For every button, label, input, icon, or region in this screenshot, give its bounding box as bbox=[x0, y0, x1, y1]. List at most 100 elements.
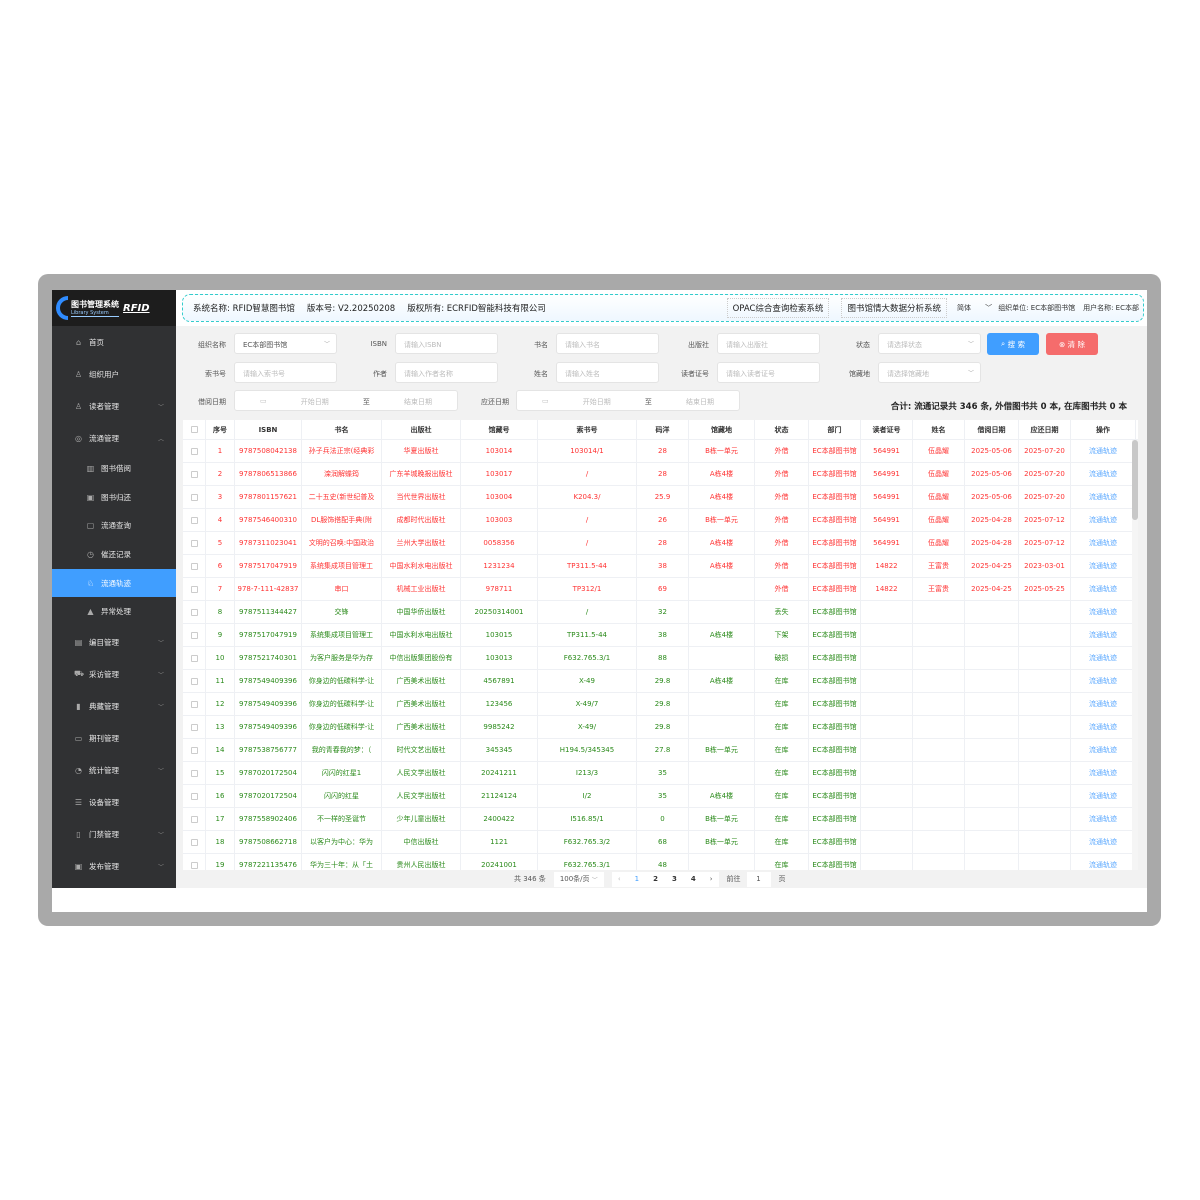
table-row[interactable]: 16 9787020172504 闪闪的红星 人民文学出版社 21124124 I/2 35… bbox=[183, 785, 1138, 808]
row-checkbox[interactable] bbox=[183, 670, 206, 692]
row-checkbox[interactable] bbox=[183, 578, 206, 600]
page-3[interactable]: 3 bbox=[671, 875, 677, 883]
table-row[interactable]: 2 9787806513866 滦润解蝶筠 广东羊城晚报出版社 103017/28 A栋4… bbox=[183, 463, 1138, 486]
table-row[interactable]: 1 9787508042138 孙子兵法正宗(经典彩 华夏出版社 103014 10301… bbox=[183, 440, 1138, 463]
circulation-track-link[interactable]: 流通轨迹 bbox=[1071, 647, 1136, 669]
scrollbar[interactable] bbox=[1132, 440, 1138, 870]
page-2[interactable]: 2 bbox=[653, 875, 658, 883]
row-checkbox[interactable] bbox=[183, 555, 206, 577]
page-size-select[interactable]: 100条/页 ﹀ bbox=[553, 871, 604, 887]
table-row[interactable]: 8 9787511344427 交锋 中国华侨出版社 20250314001/32 丢失 E… bbox=[183, 601, 1138, 624]
circulation-track-link[interactable]: 流通轨迹 bbox=[1071, 716, 1136, 738]
column-header[interactable]: 索书号 bbox=[538, 420, 637, 439]
table-row[interactable]: 12 9787549409396 你身边的低碳科学-让 广西美术出版社 123456 X-… bbox=[183, 693, 1138, 716]
table-row[interactable]: 17 9787558902406 不一样的圣诞节 少年儿童出版社 2400422 I516… bbox=[183, 808, 1138, 831]
analytics-link[interactable]: 图书馆情大数据分析系统 bbox=[841, 298, 947, 318]
next-page-icon[interactable]: › bbox=[709, 875, 713, 883]
row-checkbox[interactable] bbox=[183, 463, 206, 485]
table-row[interactable]: 5 9787311023041 文明的召唤:中国政治 兰州大学出版社 0058356/2… bbox=[183, 532, 1138, 555]
status-select[interactable]: 请选择状态 ﹀ bbox=[878, 333, 981, 354]
column-header[interactable]: 出版社 bbox=[382, 420, 461, 439]
clear-button[interactable]: ⊗ 清 除 bbox=[1046, 333, 1098, 355]
row-checkbox[interactable] bbox=[183, 739, 206, 761]
column-header[interactable]: 馆藏号 bbox=[461, 420, 538, 439]
row-checkbox[interactable] bbox=[183, 762, 206, 784]
table-row[interactable]: 9 9787517047919 系统集成项目管理工 中国水利水电出版社 103015 TP… bbox=[183, 624, 1138, 647]
table-row[interactable]: 6 9787517047919 系统集成项目管理工 中国水利水电出版社 1231234 T… bbox=[183, 555, 1138, 578]
row-checkbox[interactable] bbox=[183, 440, 206, 462]
column-header[interactable]: 姓名 bbox=[913, 420, 965, 439]
table-row[interactable]: 7 978-7-111-42837 串口 机械工业出版社 978711 TP312/1 69… bbox=[183, 578, 1138, 601]
table-row[interactable]: 4 9787546400310 DL服饰搭配手典(附 成都时代出版社 103003/26… bbox=[183, 509, 1138, 532]
page-4[interactable]: 4 bbox=[690, 875, 696, 883]
callno-input[interactable]: 请输入索书号 bbox=[234, 362, 337, 383]
sidebar-item-8[interactable]: ♘ 流通轨迹 bbox=[52, 568, 176, 598]
sidebar-item-3[interactable]: ◎ 流通管理 ︿ bbox=[52, 422, 176, 454]
goto-page-input[interactable]: 1 bbox=[746, 871, 771, 887]
table-row[interactable]: 18 9787508662718 以客户为中心：华为 中信出版社 1121 F632.76… bbox=[183, 831, 1138, 854]
table-row[interactable]: 13 9787549409396 你身边的低碳科学-让 广西美术出版社 9985242 X… bbox=[183, 716, 1138, 739]
circulation-track-link[interactable]: 流通轨迹 bbox=[1071, 785, 1136, 807]
table-row[interactable]: 15 9787020172504 闪闪的红星1 人民文学出版社 20241211 I213… bbox=[183, 762, 1138, 785]
circulation-track-link[interactable]: 流通轨迹 bbox=[1071, 440, 1136, 462]
row-checkbox[interactable] bbox=[183, 601, 206, 623]
row-checkbox[interactable] bbox=[183, 831, 206, 853]
column-header[interactable]: 馆藏地 bbox=[689, 420, 755, 439]
column-header[interactable]: 码洋 bbox=[637, 420, 689, 439]
column-header[interactable]: 借阅日期 bbox=[965, 420, 1019, 439]
sidebar-item-17[interactable]: ▣ 发布管理 ﹀ bbox=[52, 850, 176, 882]
circulation-track-link[interactable]: 流通轨迹 bbox=[1071, 670, 1136, 692]
prev-page-icon[interactable]: ‹ bbox=[617, 875, 621, 883]
table-row[interactable]: 14 9787538756777 我的青春我的梦：（ 时代文艺出版社 345345 H19… bbox=[183, 739, 1138, 762]
row-checkbox[interactable] bbox=[183, 509, 206, 531]
table-row[interactable]: 10 9787521740301 为客户服务是华为存 中信出版集团股份有 103013 F… bbox=[183, 647, 1138, 670]
table-row[interactable]: 3 9787801157621 二十五史(新世纪普及 当代世界出版社 103004 K20… bbox=[183, 486, 1138, 509]
circulation-track-link[interactable]: 流通轨迹 bbox=[1071, 578, 1136, 600]
column-header[interactable]: 应还日期 bbox=[1019, 420, 1071, 439]
location-select[interactable]: 请选择馆藏地 ﹀ bbox=[878, 362, 981, 383]
circulation-track-link[interactable]: 流通轨迹 bbox=[1071, 762, 1136, 784]
circulation-track-link[interactable]: 流通轨迹 bbox=[1071, 624, 1136, 646]
sidebar-item-2[interactable]: ♙ 读者管理 ﹀ bbox=[52, 390, 176, 422]
row-checkbox[interactable] bbox=[183, 854, 206, 870]
language-select[interactable]: 简体 ﹀ bbox=[956, 304, 993, 312]
select-all-checkbox[interactable] bbox=[183, 420, 206, 439]
due-date-range[interactable]: ▭ 开始日期至结束日期 bbox=[516, 390, 740, 411]
card-input[interactable]: 请输入读者证号 bbox=[717, 362, 820, 383]
sidebar-item-9[interactable]: ▲ 异常处理 bbox=[52, 597, 176, 626]
circulation-track-link[interactable]: 流通轨迹 bbox=[1071, 739, 1136, 761]
sidebar-item-12[interactable]: ▮ 典藏管理 ﹀ bbox=[52, 690, 176, 722]
publisher-input[interactable]: 请输入出版社 bbox=[717, 333, 820, 354]
column-header[interactable]: 操作 bbox=[1071, 420, 1136, 439]
circulation-track-link[interactable]: 流通轨迹 bbox=[1071, 693, 1136, 715]
column-header[interactable]: ISBN bbox=[235, 420, 302, 439]
row-checkbox[interactable] bbox=[183, 716, 206, 738]
search-button[interactable]: ⌕ 搜 索 bbox=[987, 333, 1039, 355]
table-row[interactable]: 11 9787549409396 你身边的低碳科学-让 广西美术出版社 4567891 X… bbox=[183, 670, 1138, 693]
opac-link[interactable]: OPAC综合查询检索系统 bbox=[726, 298, 830, 318]
org-select[interactable]: EC本部图书馆 ﹀ bbox=[234, 333, 337, 354]
sidebar-item-14[interactable]: ◔ 统计管理 ﹀ bbox=[52, 754, 176, 786]
row-checkbox[interactable] bbox=[183, 693, 206, 715]
column-header[interactable]: 部门 bbox=[809, 420, 861, 439]
sidebar-item-6[interactable]: ▢ 流通查询 bbox=[52, 511, 176, 540]
circulation-track-link[interactable]: 流通轨迹 bbox=[1071, 509, 1136, 531]
row-checkbox[interactable] bbox=[183, 785, 206, 807]
isbn-input[interactable]: 请输入ISBN bbox=[395, 333, 498, 354]
row-checkbox[interactable] bbox=[183, 624, 206, 646]
sidebar-item-4[interactable]: ▥ 图书借阅 bbox=[52, 454, 176, 483]
column-header[interactable]: 状态 bbox=[755, 420, 809, 439]
column-header[interactable]: 读者证号 bbox=[861, 420, 913, 439]
sidebar-item-13[interactable]: ▭ 期刊管理 bbox=[52, 722, 176, 754]
name-input[interactable]: 请输入姓名 bbox=[556, 362, 659, 383]
sidebar-item-16[interactable]: ▯ 门禁管理 ﹀ bbox=[52, 818, 176, 850]
row-checkbox[interactable] bbox=[183, 532, 206, 554]
sidebar-item-15[interactable]: ☰ 设备管理 bbox=[52, 786, 176, 818]
column-header[interactable]: 序号 bbox=[206, 420, 235, 439]
circulation-track-link[interactable]: 流通轨迹 bbox=[1071, 486, 1136, 508]
row-checkbox[interactable] bbox=[183, 647, 206, 669]
sidebar-item-0[interactable]: ⌂ 首页 bbox=[52, 326, 176, 358]
circulation-track-link[interactable]: 流通轨迹 bbox=[1071, 532, 1136, 554]
sidebar-item-10[interactable]: ▤ 编目管理 ﹀ bbox=[52, 626, 176, 658]
column-header[interactable]: 书名 bbox=[302, 420, 382, 439]
